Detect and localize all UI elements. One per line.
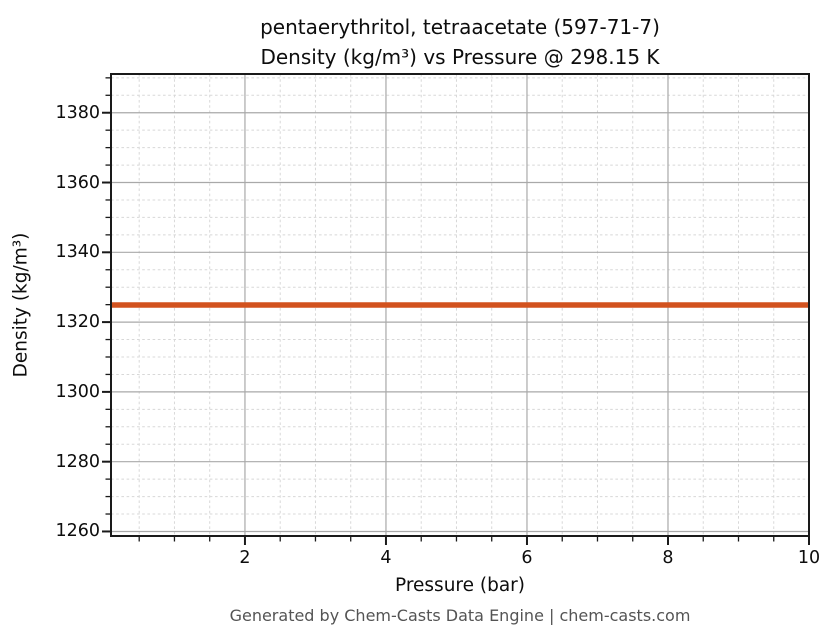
x-tick-label: 4 [380,548,392,568]
chart-title-line1: pentaerythritol, tetraacetate (597-71-7) [260,15,660,39]
y-tick-label: 1260 [55,521,100,542]
chart-title: pentaerythritol, tetraacetate (597-71-7)… [111,12,809,72]
y-axis-label: Density (kg/m³) [10,232,32,378]
y-tick-label: 1280 [55,451,100,472]
y-tick-label: 1340 [55,242,100,263]
chart-title-line2: Density (kg/m³) vs Pressure @ 298.15 K [260,45,660,69]
x-tick-label: 8 [662,548,674,568]
x-axis-label: Pressure (bar) [395,575,525,596]
y-tick-label: 1300 [55,381,100,402]
plot-border [110,73,810,537]
x-tick-label: 6 [521,548,533,568]
major-ticks [102,111,810,545]
footer-credit: Generated by Chem-Casts Data Engine | ch… [229,606,691,625]
y-tick-label: 1320 [55,312,100,333]
y-tick-label: 1360 [55,172,100,193]
minor-ticks [105,77,775,542]
x-tick-label: 2 [239,548,251,568]
x-tick-label: 10 [797,548,821,568]
y-tick-label: 1380 [55,102,100,123]
